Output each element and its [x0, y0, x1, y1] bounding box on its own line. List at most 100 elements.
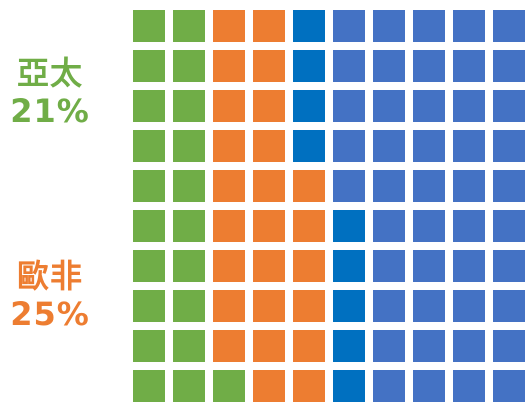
- waffle-cell: [413, 170, 445, 202]
- waffle-cell: [333, 50, 365, 82]
- waffle-cell: [373, 250, 405, 282]
- waffle-cell: [493, 330, 525, 362]
- waffle-cell: [373, 170, 405, 202]
- waffle-cell: [453, 10, 485, 42]
- waffle-cell: [213, 370, 245, 402]
- waffle-cell: [133, 90, 165, 122]
- waffle-cell: [493, 10, 525, 42]
- waffle-cell: [293, 170, 325, 202]
- waffle-cell: [253, 90, 285, 122]
- waffle-cell: [373, 130, 405, 162]
- waffle-cell: [133, 290, 165, 322]
- waffle-cell: [253, 370, 285, 402]
- waffle-cell: [333, 290, 365, 322]
- waffle-cell: [293, 330, 325, 362]
- waffle-cell: [213, 170, 245, 202]
- waffle-cell: [333, 170, 365, 202]
- waffle-cell: [453, 330, 485, 362]
- waffle-cell: [453, 170, 485, 202]
- waffle-cell: [373, 370, 405, 402]
- waffle-cell: [213, 10, 245, 42]
- waffle-cell: [293, 130, 325, 162]
- waffle-cell: [133, 250, 165, 282]
- waffle-cell: [373, 290, 405, 322]
- waffle-cell: [333, 210, 365, 242]
- waffle-cell: [373, 10, 405, 42]
- waffle-cell: [253, 210, 285, 242]
- waffle-cell: [493, 90, 525, 122]
- waffle-cell: [493, 250, 525, 282]
- waffle-cell: [173, 210, 205, 242]
- waffle-cell: [413, 290, 445, 322]
- waffle-cell: [293, 250, 325, 282]
- label-europe-africa: 歐非 25%: [0, 257, 100, 333]
- waffle-cell: [453, 370, 485, 402]
- waffle-cell: [133, 370, 165, 402]
- waffle-cell: [293, 210, 325, 242]
- waffle-cell: [173, 10, 205, 42]
- waffle-cell: [333, 250, 365, 282]
- waffle-cell: [453, 250, 485, 282]
- waffle-cell: [173, 370, 205, 402]
- waffle-cell: [173, 290, 205, 322]
- waffle-cell: [213, 90, 245, 122]
- waffle-cell: [333, 370, 365, 402]
- waffle-cell: [213, 330, 245, 362]
- waffle-cell: [413, 130, 445, 162]
- waffle-cell: [333, 90, 365, 122]
- waffle-cell: [133, 330, 165, 362]
- label-europe-africa-value: 25%: [10, 295, 90, 333]
- waffle-cell: [413, 10, 445, 42]
- waffle-cell: [373, 210, 405, 242]
- waffle-cell: [413, 90, 445, 122]
- label-asia-pacific-name: 亞太: [16, 54, 83, 92]
- label-europe-africa-name: 歐非: [16, 257, 83, 295]
- waffle-cell: [253, 50, 285, 82]
- waffle-cell: [453, 90, 485, 122]
- waffle-cell: [453, 210, 485, 242]
- waffle-cell: [333, 130, 365, 162]
- waffle-cell: [173, 330, 205, 362]
- waffle-cell: [413, 370, 445, 402]
- waffle-cell: [453, 130, 485, 162]
- waffle-cell: [493, 50, 525, 82]
- waffle-cell: [133, 210, 165, 242]
- waffle-cell: [173, 50, 205, 82]
- waffle-cell: [493, 370, 525, 402]
- waffle-cell: [213, 250, 245, 282]
- waffle-cell: [373, 90, 405, 122]
- waffle-cell: [173, 250, 205, 282]
- waffle-cell: [493, 290, 525, 322]
- waffle-cell: [253, 250, 285, 282]
- waffle-cell: [293, 370, 325, 402]
- label-asia-pacific-value: 21%: [10, 92, 90, 130]
- waffle-cell: [133, 130, 165, 162]
- waffle-cell: [133, 170, 165, 202]
- waffle-cell: [413, 50, 445, 82]
- waffle-cell: [213, 290, 245, 322]
- waffle-cell: [373, 330, 405, 362]
- waffle-cell: [133, 50, 165, 82]
- label-asia-pacific: 亞太 21%: [0, 54, 100, 130]
- waffle-cell: [293, 10, 325, 42]
- waffle-cell: [373, 50, 405, 82]
- waffle-cell: [133, 10, 165, 42]
- waffle-cell: [293, 290, 325, 322]
- waffle-cell: [493, 130, 525, 162]
- waffle-cell: [453, 50, 485, 82]
- waffle-cell: [333, 10, 365, 42]
- waffle-cell: [213, 210, 245, 242]
- waffle-cell: [453, 290, 485, 322]
- waffle-cell: [413, 250, 445, 282]
- waffle-cell: [493, 170, 525, 202]
- waffle-cell: [333, 330, 365, 362]
- waffle-cell: [413, 210, 445, 242]
- waffle-cell: [213, 50, 245, 82]
- waffle-cell: [253, 170, 285, 202]
- waffle-cell: [173, 130, 205, 162]
- waffle-cell: [253, 330, 285, 362]
- waffle-cell: [493, 210, 525, 242]
- waffle-cell: [413, 330, 445, 362]
